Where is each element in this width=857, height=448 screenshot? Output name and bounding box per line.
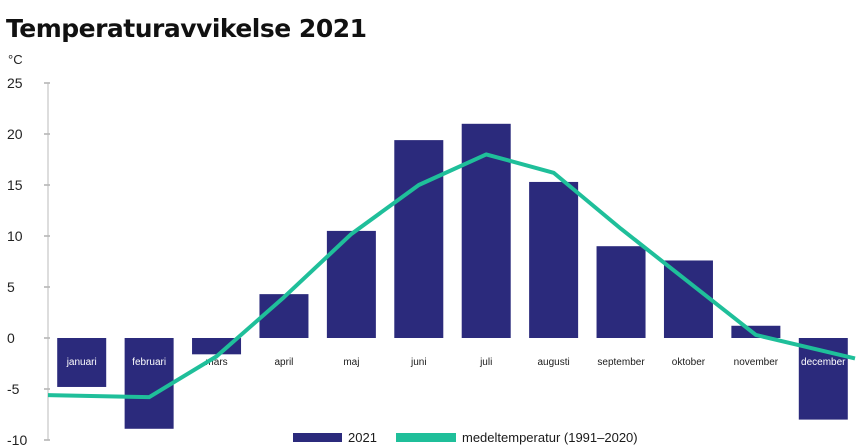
- y-tick-label: 25: [7, 75, 23, 91]
- bar-juni: [394, 140, 444, 338]
- category-label: december: [801, 357, 846, 368]
- normal-temperature-line: [47, 152, 856, 400]
- category-label: februari: [132, 357, 166, 368]
- bar-mars: [192, 338, 242, 355]
- category-label: april: [275, 357, 294, 368]
- bar-januari: [57, 338, 107, 387]
- y-tick-label: 15: [7, 177, 23, 193]
- chart-title: Temperaturavvikelse 2021: [6, 14, 367, 43]
- y-tick-label: 5: [7, 279, 15, 295]
- bar-september: [596, 246, 646, 338]
- y-tick-label: 20: [7, 126, 23, 142]
- y-axis: 25 20 15 10 5 0 -5 -10: [7, 75, 50, 448]
- category-label: januari: [66, 357, 97, 368]
- legend-swatch-2021: [293, 433, 342, 442]
- category-label: maj: [343, 357, 359, 368]
- bar-oktober: [663, 260, 713, 338]
- category-label: juli: [479, 357, 492, 368]
- category-label: mars: [205, 357, 227, 368]
- bar-april: [259, 294, 309, 338]
- category-labels: januari februari mars april maj juni juli augus…: [66, 357, 847, 368]
- y-axis-unit: °C: [8, 52, 23, 67]
- bar-november: [731, 325, 781, 338]
- category-label: juni: [410, 357, 427, 368]
- y-tick-label: -5: [7, 381, 20, 397]
- legend-label-2021: 2021: [348, 430, 377, 445]
- category-label: september: [597, 357, 645, 368]
- y-tick-label: -10: [7, 432, 27, 448]
- y-tick-label: 10: [7, 228, 23, 244]
- y-tick-label: 0: [7, 330, 15, 346]
- category-label: oktober: [672, 357, 706, 368]
- bar-maj: [326, 230, 376, 338]
- category-label: augusti: [538, 357, 570, 368]
- normal-temperature-line-group: [47, 152, 856, 400]
- legend-swatch-normal: [396, 433, 456, 442]
- bar-augusti: [529, 181, 579, 338]
- legend: 2021 medeltemperatur (1991–2020): [293, 430, 638, 445]
- legend-label-normal: medeltemperatur (1991–2020): [462, 430, 638, 445]
- category-label: november: [734, 357, 779, 368]
- bar-februari: [124, 338, 174, 429]
